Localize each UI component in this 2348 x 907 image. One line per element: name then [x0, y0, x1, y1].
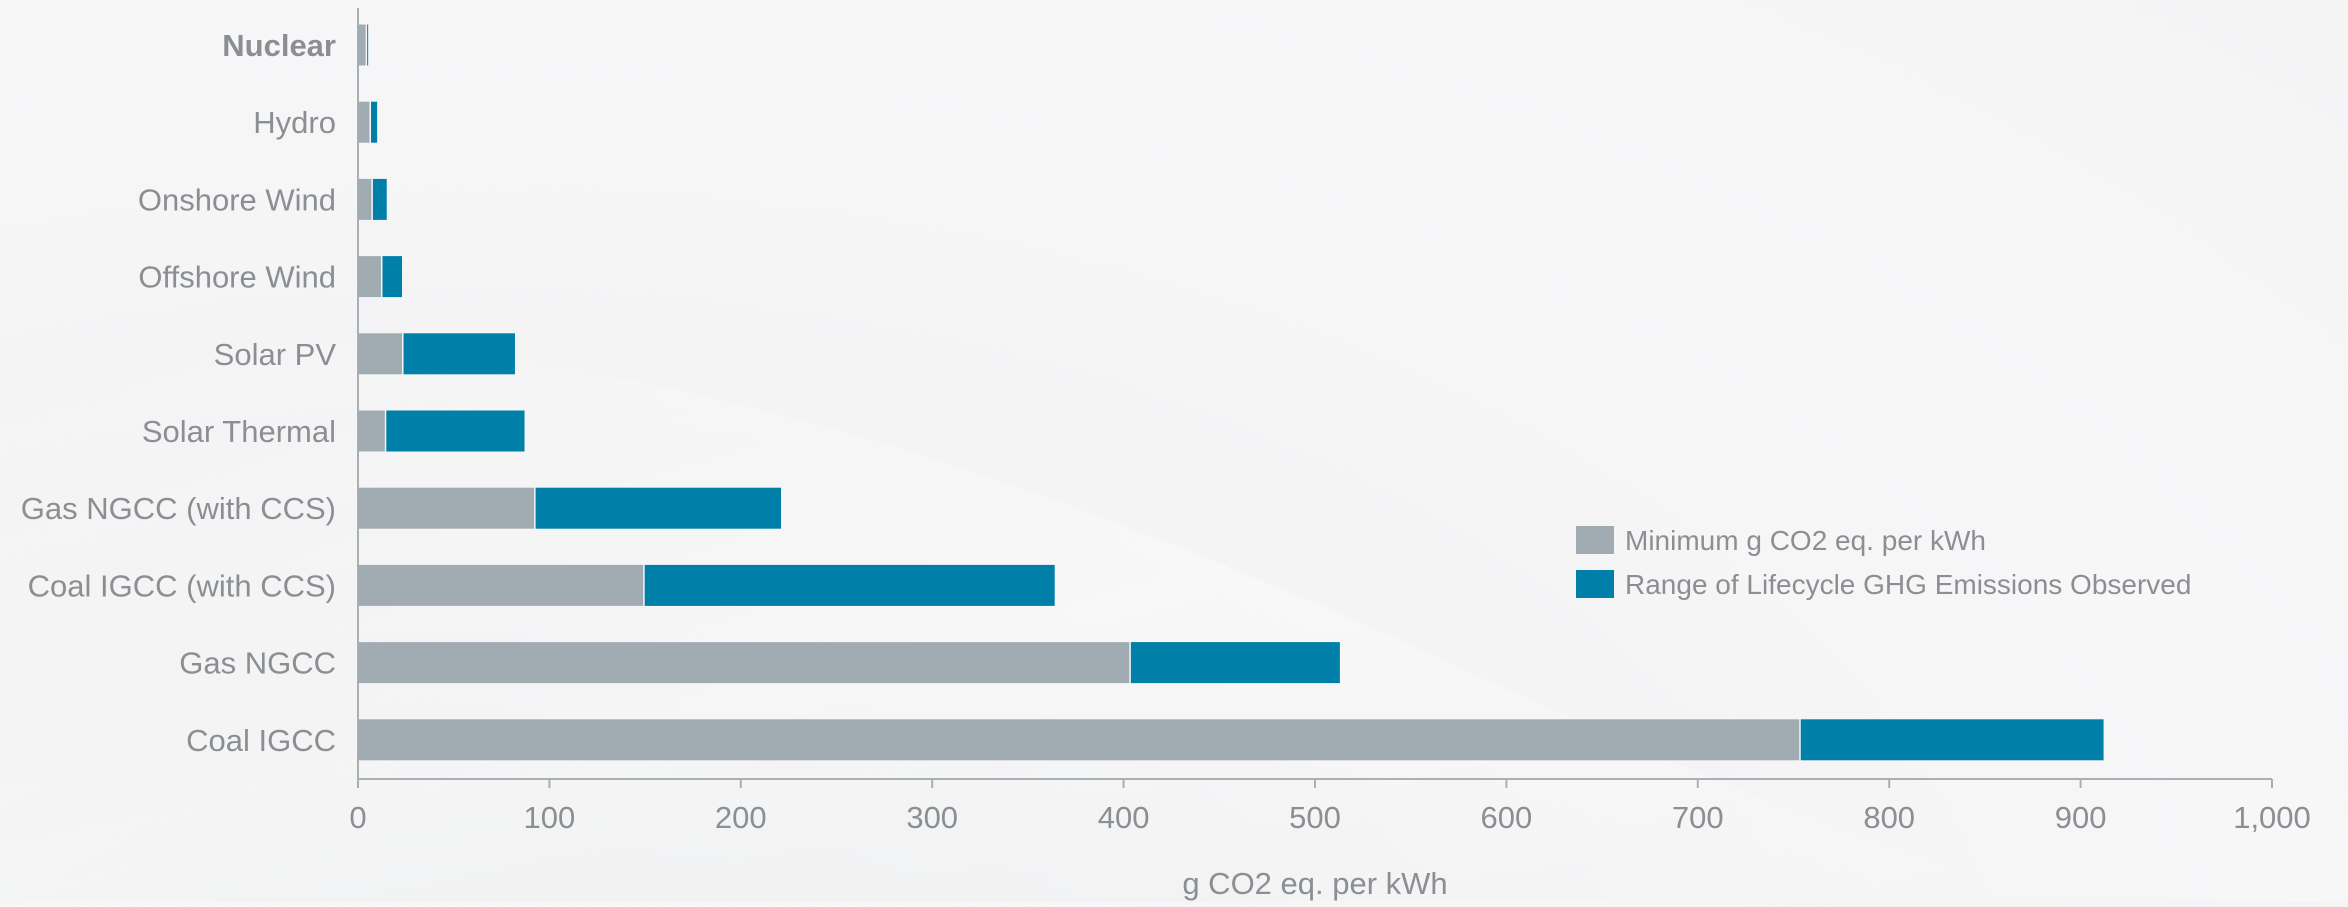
category-label: Solar Thermal — [142, 414, 336, 449]
x-tick-label: 700 — [1672, 800, 1724, 835]
x-tick-label: 1,000 — [2233, 800, 2311, 835]
x-tick-label: 400 — [1098, 800, 1150, 835]
bar-minimum-0 — [358, 24, 366, 66]
category-label: Nuclear — [222, 28, 336, 63]
category-label: Coal IGCC — [186, 723, 336, 758]
x-tick-label: 200 — [715, 800, 767, 835]
legend-label-1: Range of Lifecycle GHG Emissions Observe… — [1625, 569, 2191, 600]
bar-minimum-6 — [358, 487, 535, 529]
category-label: Offshore Wind — [138, 260, 336, 295]
category-label: Onshore Wind — [138, 182, 336, 217]
x-tick-label: 300 — [906, 800, 958, 835]
category-label: Gas NGCC (with CCS) — [21, 491, 336, 526]
bar-range-2 — [372, 178, 387, 220]
x-tick-label: 0 — [349, 800, 366, 835]
bar-minimum-1 — [358, 101, 370, 143]
background-sweep — [0, 344, 2100, 902]
bar-range-4 — [403, 333, 515, 375]
x-axis-title: g CO2 eq. per kWh — [1182, 866, 1447, 901]
x-tick-label: 800 — [1863, 800, 1915, 835]
x-tick-label: 100 — [524, 800, 576, 835]
bar-range-7 — [644, 564, 1055, 606]
bar-range-9 — [1800, 719, 2104, 761]
legend-swatch-1 — [1576, 570, 1614, 598]
bar-minimum-3 — [358, 256, 381, 298]
bar-range-8 — [1130, 642, 1340, 684]
legend-label-0: Minimum g CO2 eq. per kWh — [1625, 525, 1986, 556]
bar-range-1 — [370, 101, 378, 143]
category-label: Hydro — [253, 105, 336, 140]
bar-range-6 — [535, 487, 781, 529]
category-label: Gas NGCC — [179, 646, 336, 681]
bar-range-0 — [367, 24, 369, 66]
bar-range-3 — [382, 256, 403, 298]
legend: Minimum g CO2 eq. per kWh Range of Lifecy… — [1576, 525, 2191, 600]
bar-minimum-7 — [358, 564, 644, 606]
x-tick-label: 600 — [1481, 800, 1533, 835]
bar-minimum-8 — [358, 642, 1130, 684]
legend-swatch-0 — [1576, 526, 1614, 554]
category-label: Coal IGCC (with CCS) — [28, 568, 336, 603]
category-label: Solar PV — [214, 337, 337, 372]
x-tick-label: 900 — [2055, 800, 2107, 835]
bar-minimum-5 — [358, 410, 385, 452]
x-tick-label: 500 — [1289, 800, 1341, 835]
bar-range-5 — [386, 410, 525, 452]
bar-minimum-9 — [358, 719, 1800, 761]
bar-minimum-4 — [358, 333, 403, 375]
bar-minimum-2 — [358, 178, 372, 220]
